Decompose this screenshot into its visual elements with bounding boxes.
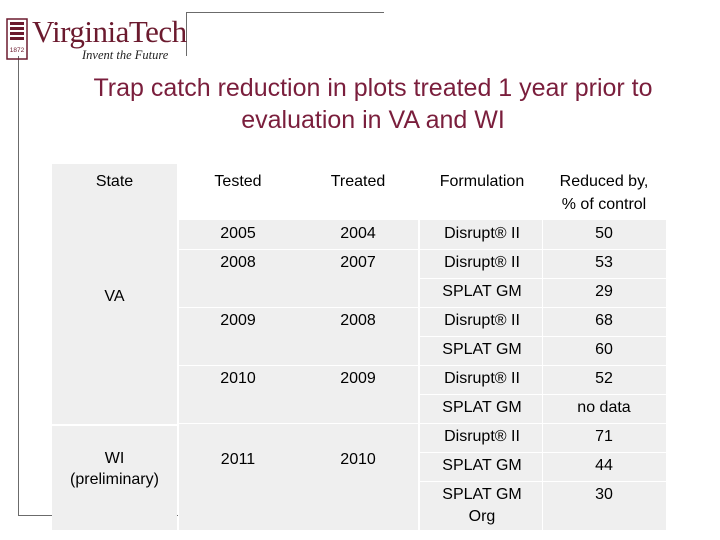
header-reduced-line1: Reduced by, (559, 173, 649, 190)
header-state: State (95, 173, 134, 190)
header-treated: Treated (330, 173, 386, 190)
reduced-cell: no data (577, 399, 631, 416)
header-tested: Tested (214, 173, 262, 190)
treated-year: 2010 (340, 451, 376, 468)
tested-year: 2011 (220, 451, 256, 468)
row-divider (420, 481, 666, 482)
treated-year: 2004 (340, 225, 376, 242)
row-divider (178, 307, 666, 308)
state-wi-line2: (preliminary) (70, 471, 159, 488)
table-body-shade-state-va (52, 164, 177, 424)
state-va: VA (104, 288, 125, 305)
reduced-cell: 53 (595, 254, 613, 271)
table-body-shade-state-wi (52, 426, 177, 530)
formulation-cell: Disrupt® II (444, 370, 520, 387)
formulation-cell-line1: SPLAT GM (442, 486, 522, 503)
state-wi-line1: WI (104, 450, 125, 467)
reduced-cell: 52 (595, 370, 613, 387)
column-divider (178, 164, 179, 532)
row-divider (420, 336, 666, 337)
virginia-tech-logo: 1872 VirginiaTech Invent the Future (4, 14, 187, 62)
results-table: State Tested Treated Formulation Reduced… (52, 164, 666, 532)
row-divider (178, 249, 666, 250)
row-divider (420, 278, 666, 279)
hokie-seal-icon: 1872 (6, 18, 28, 60)
reduced-cell: 50 (595, 225, 613, 242)
seal-year: 1872 (10, 47, 25, 54)
header-formulation: Formulation (439, 173, 525, 190)
reduced-cell: 29 (595, 283, 613, 300)
formulation-cell: SPLAT GM (442, 283, 522, 300)
logo-wordmark: VirginiaTech (32, 14, 187, 49)
frame-left-line (18, 56, 19, 516)
treated-year: 2008 (340, 312, 376, 329)
row-divider (420, 452, 666, 453)
formulation-cell: Disrupt® II (444, 312, 520, 329)
logo-tagline: Invent the Future (82, 48, 169, 62)
frame-vertical-line (186, 12, 187, 56)
tested-year: 2010 (220, 370, 256, 387)
reduced-cell: 44 (595, 457, 613, 474)
tested-year: 2005 (220, 225, 256, 242)
column-divider (419, 220, 420, 532)
formulation-cell-line2: Org (468, 508, 496, 525)
formulation-cell: Disrupt® II (444, 428, 520, 445)
row-divider (52, 425, 178, 426)
tested-year: 2009 (220, 312, 256, 329)
table-body-shade-values (420, 220, 666, 530)
row-divider (178, 423, 666, 424)
formulation-cell: SPLAT GM (442, 341, 522, 358)
formulation-cell: Disrupt® II (444, 254, 520, 271)
tested-year: 2008 (220, 254, 256, 271)
treated-year: 2007 (340, 254, 376, 271)
table-body-shade-years (179, 220, 418, 530)
reduced-cell: 68 (595, 312, 613, 329)
row-divider (420, 394, 666, 395)
column-divider (542, 220, 543, 532)
frame-top-line (186, 12, 384, 13)
reduced-cell: 30 (595, 486, 613, 503)
treated-year: 2009 (340, 370, 376, 387)
formulation-cell: SPLAT GM (442, 399, 522, 416)
formulation-cell: SPLAT GM (442, 457, 522, 474)
reduced-cell: 60 (595, 341, 613, 358)
reduced-cell: 71 (595, 428, 613, 445)
row-divider (178, 365, 666, 366)
formulation-cell: Disrupt® II (444, 225, 520, 242)
header-reduced-line2: % of control (561, 196, 647, 213)
slide-title: Trap catch reduction in plots treated 1 … (93, 74, 653, 134)
